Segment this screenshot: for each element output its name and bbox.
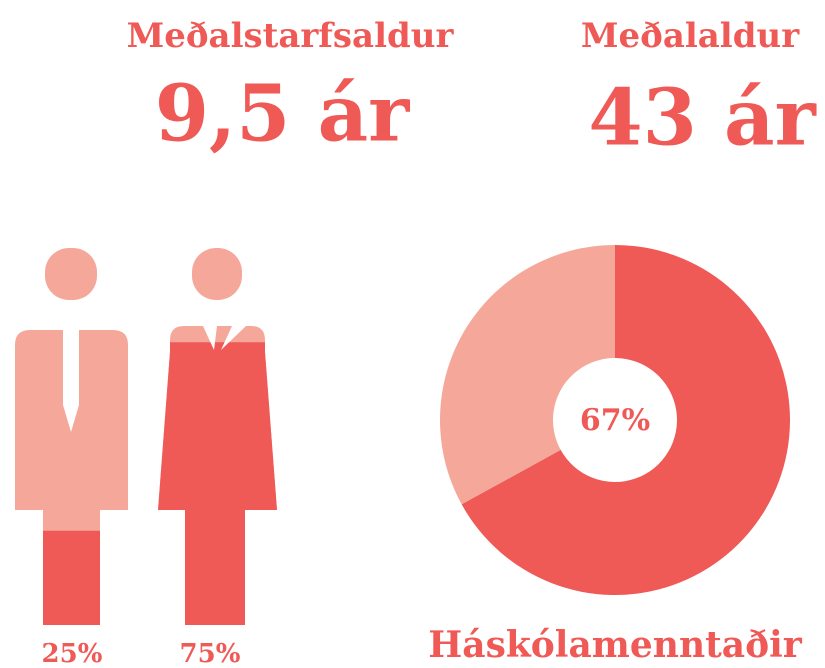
person-fill	[158, 342, 277, 625]
stat-label: Meðalstarfsaldur	[127, 16, 455, 56]
person-fill	[15, 530, 128, 625]
stat-value: 9,5 ár	[155, 69, 410, 160]
gender-value-label: 75%	[180, 639, 241, 668]
stat-label: Meðalaldur	[581, 16, 800, 56]
person	[15, 248, 128, 625]
donut-rest	[439, 245, 615, 505]
donut-value-label: 67%	[580, 403, 650, 438]
person	[158, 248, 277, 625]
gender-value-label: 25%	[42, 639, 103, 668]
tie	[63, 330, 79, 432]
donut-label: Háskólamenntaðir	[428, 624, 803, 666]
donut-segment	[461, 245, 790, 595]
stat-value: 43 ár	[588, 73, 816, 164]
collar	[203, 326, 246, 350]
